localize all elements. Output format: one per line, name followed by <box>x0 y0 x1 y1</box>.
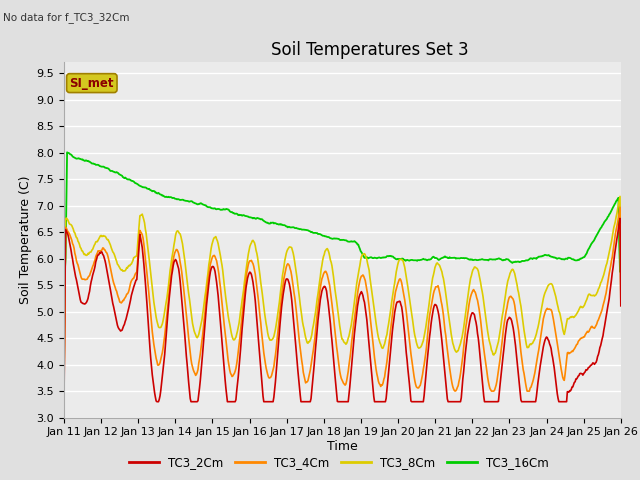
X-axis label: Time: Time <box>327 440 358 453</box>
Line: TC3_16Cm: TC3_16Cm <box>64 152 621 272</box>
TC3_16Cm <box>185 199 193 204</box>
TC3_2Cm <box>60 399 68 405</box>
Line: TC3_4Cm: TC3_4Cm <box>64 207 621 391</box>
TC3_16Cm <box>63 149 71 155</box>
TC3_4Cm <box>616 204 624 210</box>
TC3_2Cm <box>616 216 624 221</box>
TC3_8Cm <box>60 378 68 384</box>
TC3_8Cm <box>426 291 434 297</box>
TC3_4Cm <box>214 262 221 268</box>
TC3_4Cm <box>426 309 434 314</box>
TC3_4Cm <box>410 373 418 379</box>
TC3_2Cm <box>70 265 78 271</box>
TC3_4Cm <box>617 295 625 300</box>
Legend: TC3_2Cm, TC3_4Cm, TC3_8Cm, TC3_16Cm: TC3_2Cm, TC3_4Cm, TC3_8Cm, TC3_16Cm <box>125 452 554 474</box>
TC3_2Cm <box>214 286 221 291</box>
TC3_16Cm <box>128 178 136 184</box>
TC3_8Cm <box>70 229 78 235</box>
TC3_16Cm <box>617 269 625 275</box>
Line: TC3_8Cm: TC3_8Cm <box>64 196 621 381</box>
TC3_16Cm <box>411 257 419 263</box>
TC3_2Cm <box>410 399 418 405</box>
Text: No data for f_TC3_32Cm: No data for f_TC3_32Cm <box>3 12 130 23</box>
TC3_8Cm <box>617 287 625 293</box>
TC3_8Cm <box>410 328 418 334</box>
TC3_2Cm <box>617 303 625 309</box>
TC3_4Cm <box>70 245 78 251</box>
Title: Soil Temperatures Set 3: Soil Temperatures Set 3 <box>271 41 469 60</box>
TC3_4Cm <box>184 328 192 334</box>
Line: TC3_2Cm: TC3_2Cm <box>64 218 621 402</box>
TC3_16Cm <box>428 256 435 262</box>
TC3_8Cm <box>616 193 624 199</box>
TC3_2Cm <box>426 328 434 334</box>
TC3_16Cm <box>60 269 68 275</box>
Text: SI_met: SI_met <box>70 77 114 90</box>
TC3_16Cm <box>71 155 79 161</box>
TC3_2Cm <box>184 371 192 377</box>
TC3_8Cm <box>214 238 221 243</box>
TC3_16Cm <box>214 206 222 212</box>
Y-axis label: Soil Temperature (C): Soil Temperature (C) <box>19 176 33 304</box>
TC3_8Cm <box>127 261 135 267</box>
TC3_4Cm <box>60 388 68 394</box>
TC3_4Cm <box>127 278 135 284</box>
TC3_8Cm <box>184 285 192 290</box>
TC3_2Cm <box>127 293 135 299</box>
